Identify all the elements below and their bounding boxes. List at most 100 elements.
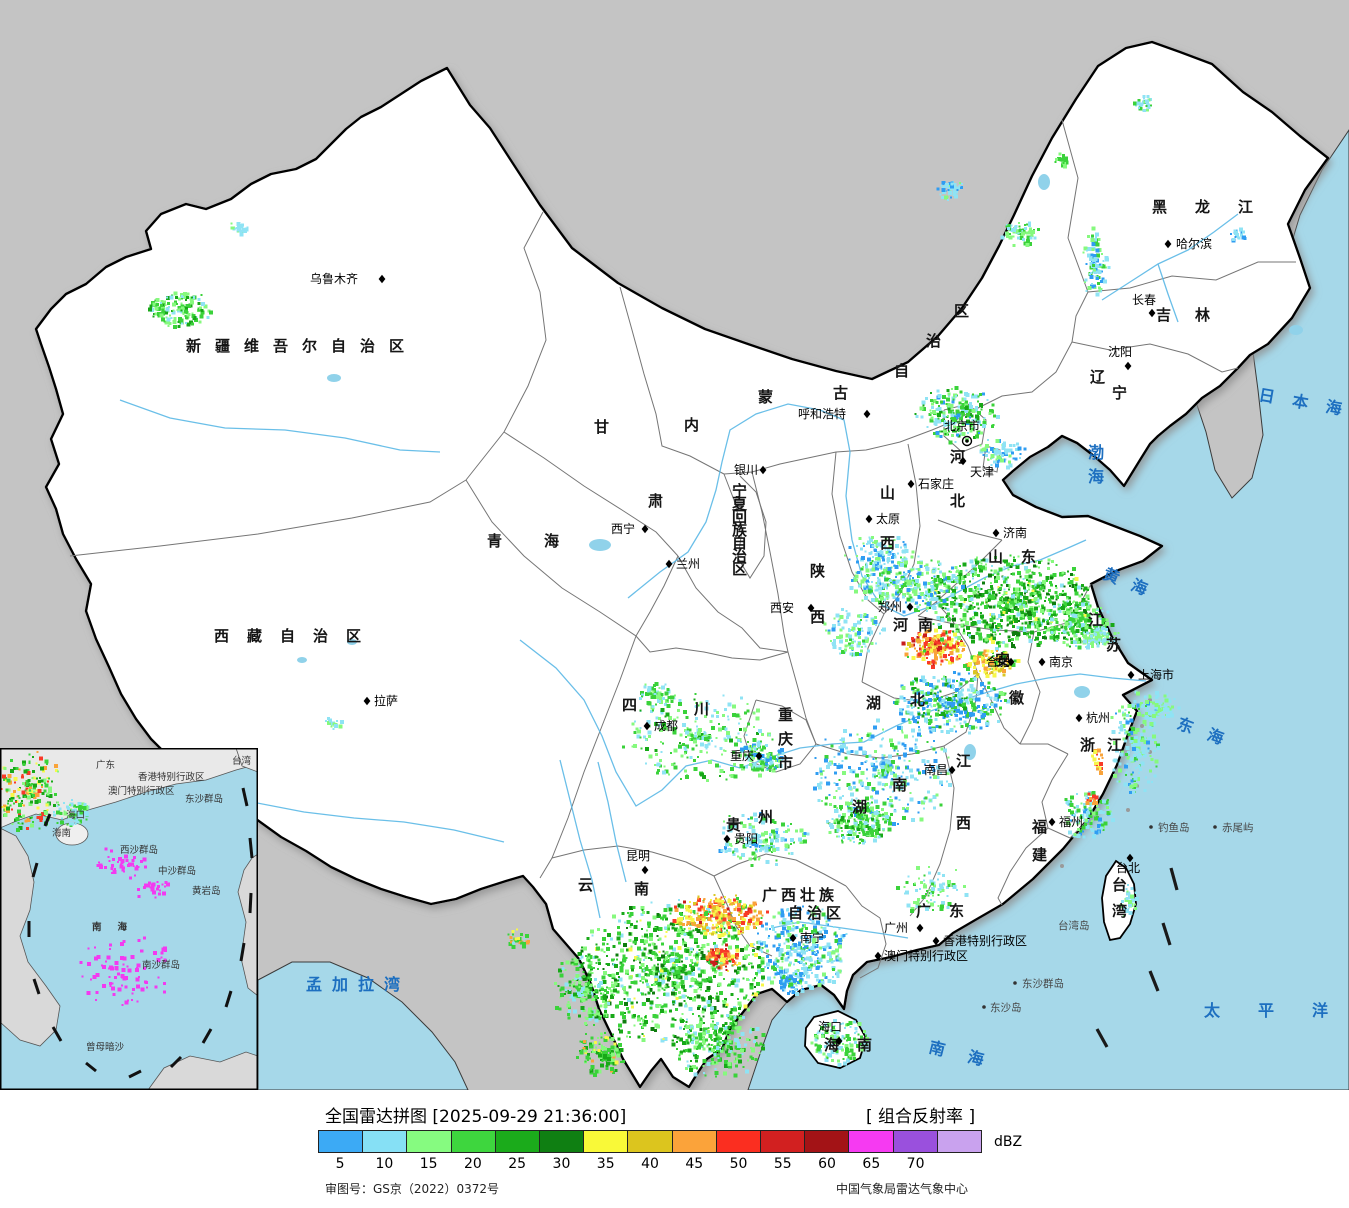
city-marker (759, 465, 767, 475)
capital-marker-dot (965, 439, 969, 443)
province-label: 古 (833, 384, 848, 402)
city-label: 南宁 (800, 930, 824, 945)
city-label: 银川 (734, 463, 758, 477)
province-label: 蒙 (758, 388, 773, 406)
city-label: 上海市 (1138, 667, 1174, 682)
city-marker (1164, 239, 1172, 249)
scale-cell (805, 1131, 850, 1152)
scale-cell (761, 1131, 806, 1152)
city-label: 海口 (818, 1019, 842, 1034)
scale-value: 65 (862, 1156, 881, 1172)
city-marker (907, 479, 915, 489)
city-marker (1007, 657, 1015, 667)
city-marker (363, 696, 371, 706)
province-label: 台湾 (1112, 876, 1127, 920)
scale-value: 10 (375, 1156, 394, 1172)
city-marker (1048, 817, 1056, 827)
inset-borneo (147, 1051, 258, 1090)
scale-cell (716, 1131, 762, 1152)
province-label: 贵 (726, 816, 741, 834)
province-label: 广西壮族 (762, 886, 838, 904)
inset-label: 广东 (96, 759, 115, 771)
inset-label: 东沙群岛 (185, 793, 223, 805)
city-label: 西安 (770, 600, 794, 615)
city-label: 昆明 (626, 849, 650, 863)
city-marker (1127, 670, 1135, 680)
island-label: 赤尾屿 (1222, 822, 1254, 834)
province-label: 自 (894, 362, 909, 380)
island-dot (982, 1005, 986, 1009)
province-label: 福建 (1031, 818, 1048, 864)
province-label: 内 (684, 416, 699, 434)
radar-echo-layer (148, 94, 1247, 1078)
capital-marker (961, 435, 973, 447)
city-label: 福州 (1059, 814, 1083, 829)
inset-nine-dash-line (27, 787, 254, 1079)
province-label: 宁 (1112, 384, 1127, 402)
scale-value: 15 (419, 1156, 438, 1172)
city-label: 合肥 (986, 654, 1010, 669)
inset-label: 海南 (52, 827, 71, 839)
color-scale (318, 1130, 982, 1153)
city-label: 天津 (970, 465, 994, 479)
province-label: 广东 (916, 902, 982, 920)
city-marker (807, 603, 815, 613)
island-label: 台湾岛 (1058, 919, 1090, 932)
province-label: 河南 (893, 616, 943, 634)
scale-value: 70 (906, 1156, 925, 1172)
city-label: 石家庄 (918, 476, 954, 491)
province-label: 安 (995, 651, 1010, 669)
city-label: 澳门特别行政区 (884, 948, 968, 963)
province-label: 陕西 (810, 562, 825, 626)
license-text: 审图号：GS京（2022）0372号 (325, 1182, 499, 1196)
map-title: 全国雷达拼图 [2025-09-29 21:36:00] (325, 1107, 627, 1127)
island-dot (1213, 825, 1217, 829)
province-label: 辽 (1090, 368, 1105, 386)
province-label: 江 (1088, 611, 1103, 629)
scale-cell (672, 1131, 717, 1152)
city-marker (1126, 853, 1134, 863)
island-dot (1013, 981, 1017, 985)
sea-bengal (257, 961, 469, 1090)
city-label: 呼和浩特 (798, 406, 846, 421)
city-marker (641, 865, 649, 875)
sea-label: 太平洋 (1203, 1001, 1349, 1020)
city-marker (874, 951, 882, 961)
city-markers-and-labels: 乌鲁木齐哈尔滨长春沈阳北京市天津石家庄太原济南银川呼和浩特西宁兰州西安 郑州合肥南… (310, 236, 1212, 1046)
city-marker (755, 751, 763, 761)
province-label: 肃 (648, 492, 663, 510)
inset-radar-echoes (0, 751, 170, 1007)
province-label: 西藏自治区 (214, 627, 379, 645)
province-boundaries (69, 119, 1296, 979)
province-label: 黑龙江 (1152, 198, 1281, 216)
map-canvas: 日本海渤海黄海东海南海太平洋孟加拉湾 新疆维吾尔自治区西藏自治区青海甘肃内蒙古自… (0, 0, 1349, 1090)
city-marker (863, 409, 871, 419)
city-marker (835, 1036, 843, 1046)
city-label: 北京市 (944, 418, 980, 433)
inset-label: 香港特别行政区 (138, 771, 205, 783)
city-marker (723, 834, 731, 844)
province-label: 北 (910, 691, 925, 709)
inset-label: 海口 (66, 809, 85, 821)
inset-label: 西沙群岛 (120, 844, 158, 856)
city-label: 西宁 (611, 521, 635, 536)
province-label: 浙江 (1080, 736, 1134, 754)
nine-dash-segments (1095, 867, 1179, 1048)
scale-value: 55 (773, 1156, 792, 1172)
inset-label: 中沙群岛 (158, 865, 196, 877)
city-marker (932, 936, 940, 946)
city-marker (378, 274, 386, 284)
taiwan-island (1101, 859, 1137, 942)
city-label: 济南 (1003, 525, 1027, 540)
province-label: 南 (892, 776, 907, 794)
province-label: 四 (622, 696, 637, 714)
province-label: 新疆维吾尔自治区 (186, 337, 418, 355)
province-label: 重庆市 (778, 706, 793, 772)
scale-value: 20 (464, 1156, 482, 1172)
city-marker (641, 524, 649, 534)
scale-value: 25 (508, 1156, 527, 1172)
province-label: 徽 (1008, 689, 1025, 707)
